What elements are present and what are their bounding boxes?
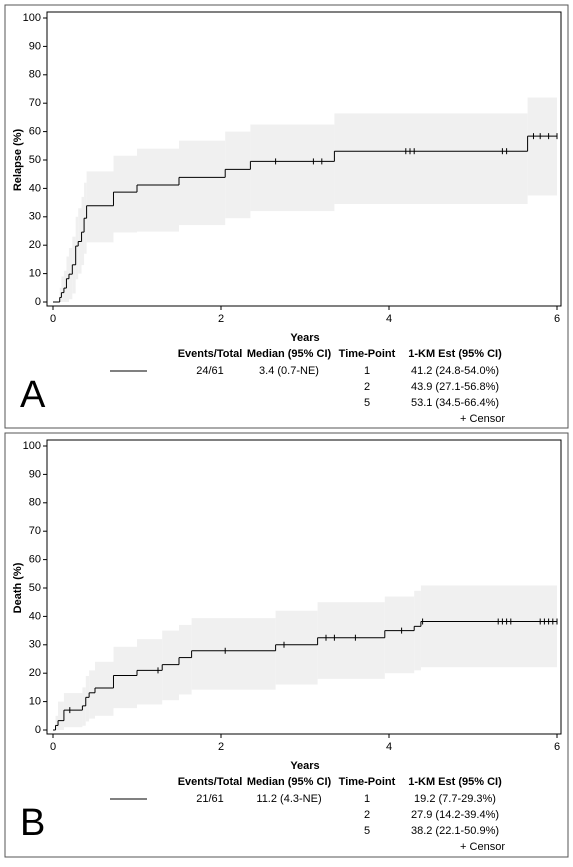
ci-band: [86, 171, 114, 243]
ci-band: [113, 646, 137, 709]
y-tick-label: 80: [29, 497, 41, 509]
median: 3.4 (0.7-NE): [259, 365, 319, 377]
y-tick-label: 60: [29, 554, 41, 566]
x-tick-label: 4: [386, 741, 392, 753]
y-tick-label: 80: [29, 69, 41, 81]
table-header: Median (95% CI): [247, 776, 332, 788]
ci-band: [75, 216, 79, 280]
ci-band: [58, 701, 64, 730]
time-point: 2: [364, 381, 370, 393]
plot-frame: [46, 11, 562, 307]
x-tick-label: 6: [554, 741, 560, 753]
y-tick-label: 0: [35, 296, 41, 308]
ci-band: [55, 715, 59, 730]
time-point: 1: [364, 793, 370, 805]
ci-band: [66, 256, 69, 302]
x-tick-label: 0: [50, 313, 56, 325]
y-tick-label: 70: [29, 525, 41, 537]
ci-band: [85, 676, 90, 722]
ci-band: [179, 140, 226, 226]
ci-band: [95, 661, 114, 716]
table-header: 1-KM Est (95% CI): [408, 776, 502, 788]
time-point: 2: [364, 809, 370, 821]
panel-label: B: [20, 802, 45, 844]
x-tick-label: 4: [386, 313, 392, 325]
ci-band: [162, 630, 179, 701]
x-axis-label: Years: [290, 332, 319, 344]
table-header: Time-Point: [339, 348, 396, 360]
time-point: 5: [364, 825, 370, 837]
km-estimate: 43.9 (27.1-56.8%): [411, 381, 499, 393]
x-axis-label: Years: [290, 760, 319, 772]
y-tick-label: 100: [23, 12, 41, 24]
ci-band: [414, 590, 421, 671]
events-total: 24/61: [196, 365, 224, 377]
y-tick-label: 90: [29, 468, 41, 480]
y-tick-label: 100: [23, 440, 41, 452]
ci-band: [89, 670, 95, 719]
ci-band: [61, 276, 64, 302]
y-axis-label: Relapse (%): [12, 128, 24, 191]
ci-band: [82, 687, 86, 726]
y-tick-label: 60: [29, 126, 41, 138]
ci-band: [78, 208, 82, 274]
y-axis-label: Death (%): [12, 562, 24, 613]
median: 11.2 (4.3-NE): [256, 793, 321, 805]
censor-legend: + Censor: [460, 413, 505, 425]
ci-band: [179, 624, 192, 695]
x-tick-label: 6: [554, 313, 560, 325]
table-header: 1-KM Est (95% CI): [408, 348, 502, 360]
table-header: Events/Total: [178, 776, 243, 788]
y-tick-label: 70: [29, 97, 41, 109]
time-point: 5: [364, 397, 370, 409]
km-estimate: 53.1 (34.5-66.4%): [411, 397, 499, 409]
y-tick-label: 50: [29, 582, 41, 594]
x-tick-label: 2: [218, 313, 224, 325]
ci-band: [275, 610, 318, 685]
plot-frame: [46, 439, 562, 735]
table-header: Time-Point: [339, 776, 396, 788]
ci-band: [137, 148, 179, 232]
y-tick-label: 40: [29, 610, 41, 622]
y-tick-label: 20: [29, 239, 41, 251]
x-tick-label: 2: [218, 741, 224, 753]
panel-label: A: [20, 374, 46, 416]
ci-band: [527, 97, 557, 196]
y-tick-label: 10: [29, 696, 41, 708]
panel-frame: [4, 432, 569, 858]
time-point: 1: [364, 365, 370, 377]
ci-band: [225, 131, 251, 219]
ci-band: [68, 248, 73, 300]
y-tick-label: 90: [29, 40, 41, 52]
y-tick-label: 30: [29, 639, 41, 651]
ci-band: [317, 602, 385, 679]
ci-band: [81, 196, 85, 266]
y-tick-label: 30: [29, 211, 41, 223]
km-estimate: 38.2 (22.1-50.9%): [411, 825, 499, 837]
ci-band: [59, 287, 62, 302]
km-estimate: 19.2 (7.7-29.3%): [414, 793, 496, 805]
km-estimate: 27.9 (14.2-39.4%): [411, 809, 499, 821]
events-total: 21/61: [196, 793, 224, 805]
y-tick-label: 10: [29, 268, 41, 280]
ci-band: [384, 596, 415, 674]
panel-frame: [4, 4, 569, 429]
y-tick-label: 20: [29, 667, 41, 679]
ci-band: [334, 113, 528, 205]
ci-band: [250, 124, 335, 212]
ci-band: [420, 585, 557, 668]
km-estimate: 41.2 (24.8-54.0%): [411, 365, 499, 377]
y-tick-label: 0: [35, 724, 41, 736]
ci-band: [113, 155, 137, 233]
y-tick-label: 40: [29, 182, 41, 194]
table-header: Median (95% CI): [247, 348, 332, 360]
y-tick-label: 50: [29, 154, 41, 166]
table-header: Events/Total: [178, 348, 243, 360]
ci-band: [191, 618, 276, 690]
x-tick-label: 0: [50, 741, 56, 753]
censor-legend: + Censor: [460, 841, 505, 853]
ci-band: [63, 270, 67, 302]
